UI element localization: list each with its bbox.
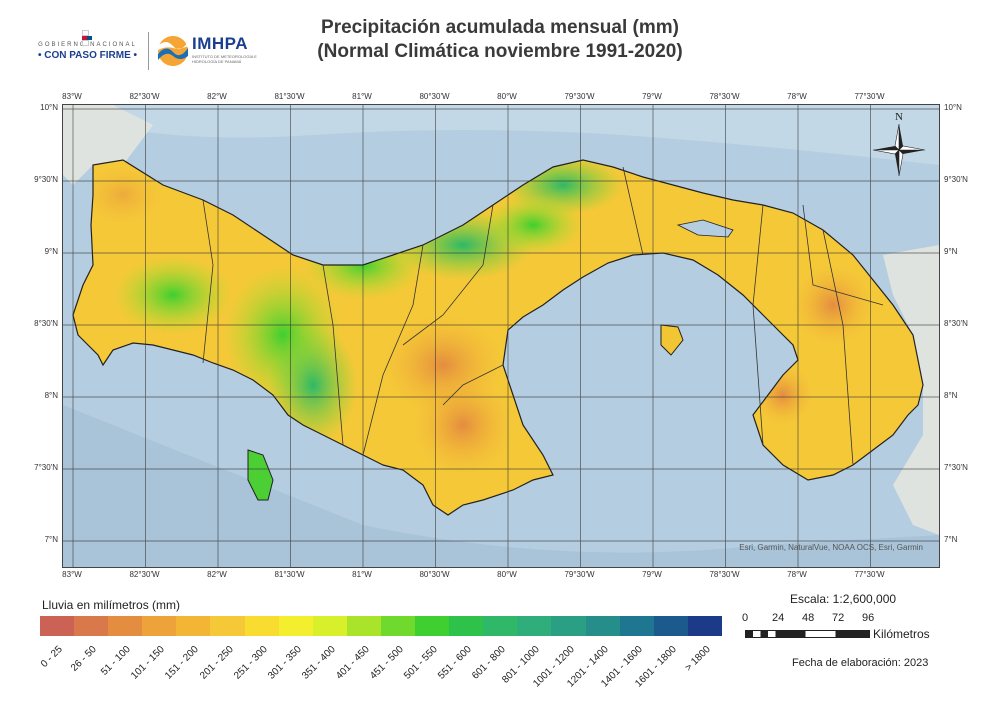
longitude-tick-label: 81°30'W [274, 570, 305, 579]
scale-number-0: 0 [742, 612, 749, 624]
latitude-tick-label: 9°N [44, 247, 58, 256]
latitude-tick-label: 10°N [40, 103, 58, 112]
caribbean-shelf [63, 105, 939, 165]
scale-number-24: 24 [772, 612, 785, 624]
legend-swatch [619, 616, 654, 636]
gobierno-nacional-logo: GOBIERNO NACIONAL • CON PASO FIRME • [30, 30, 145, 70]
legend-swatch [483, 616, 518, 636]
title-line-1: Precipitación acumulada mensual (mm) [321, 17, 679, 38]
legend-swatch [210, 616, 245, 636]
longitude-tick-label: 81°30'W [274, 92, 305, 101]
pacific-deep [63, 405, 939, 567]
scale-number-96: 96 [862, 612, 875, 624]
legend-swatch [449, 616, 484, 636]
longitude-tick-label: 78°30'W [709, 570, 740, 579]
latitude-tick-label: 8°30'N [944, 319, 968, 328]
imhpa-wave-icon [158, 36, 188, 66]
longitude-tick-label: 79°30'W [564, 570, 595, 579]
longitude-tick-label: 78°W [787, 92, 807, 101]
imhpa-name: IMHPA [192, 34, 249, 53]
costa-rica-land [63, 105, 153, 185]
longitude-tick-label: 77°30'W [854, 92, 885, 101]
scale-number-72: 72 [832, 612, 845, 624]
longitude-tick-label: 81°W [352, 570, 372, 579]
longitude-tick-label: 77°30'W [854, 570, 885, 579]
latitude-tick-label: 10°N [944, 103, 962, 112]
north-label: N [895, 111, 903, 123]
latitude-tick-label: 8°N [44, 391, 58, 400]
longitude-tick-label: 79°W [642, 92, 662, 101]
map-title: Precipitación acumulada mensual (mm) (No… [270, 16, 730, 64]
map-panel: N Esri, Garmin, NaturalVue, NOAA OCS, Es… [62, 104, 940, 568]
longitude-tick-label: 78°W [787, 570, 807, 579]
longitude-tick-label: 82°30'W [129, 92, 160, 101]
legend-color-bar [40, 616, 722, 636]
latitude-tick-label: 7°30'N [34, 463, 58, 472]
legend-swatch [415, 616, 450, 636]
legend-swatch [278, 616, 313, 636]
legend-labels: 0 - 25 26 - 50 51 - 100 101 - 150 151 - 200 2… [20, 640, 740, 700]
latitude-tick-label: 9°N [944, 247, 958, 256]
latitude-tick-label: 7°30'N [944, 463, 968, 472]
pearl-islands [660, 324, 684, 356]
latitude-tick-label: 9°30'N [34, 175, 58, 184]
title-line-2: (Normal Climática noviembre 1991-2020) [317, 41, 683, 62]
map-attribution: Esri, Garmin, NaturalVue, NOAA OCS, Esri… [739, 543, 923, 552]
scale-unit: Kilómetros [873, 627, 930, 641]
logo-divider [148, 32, 149, 70]
longitude-tick-label: 80°W [497, 570, 517, 579]
legend-swatch [551, 616, 586, 636]
scale-bar: 0 24 48 72 96 [742, 612, 945, 642]
legend-swatch [244, 616, 279, 636]
latitude-tick-label: 7°N [44, 535, 58, 544]
legend-swatch [346, 616, 381, 636]
longitude-tick-label: 82°30'W [129, 570, 160, 579]
legend-swatch [40, 616, 75, 636]
graticule [63, 105, 939, 567]
longitude-tick-label: 80°W [497, 92, 517, 101]
longitude-tick-label: 79°30'W [564, 92, 595, 101]
longitude-tick-label: 82°W [207, 570, 227, 579]
legend-swatch [585, 616, 620, 636]
legend-title: Lluvia en milímetros (mm) [42, 598, 181, 612]
scale-number-48: 48 [802, 612, 815, 624]
bayano-lake [676, 219, 734, 238]
longitude-tick-label: 79°W [642, 570, 662, 579]
longitude-tick-label: 81°W [352, 92, 372, 101]
gobierno-main-text: • CON PASO FIRME • [37, 50, 138, 61]
legend-swatch [653, 616, 688, 636]
latitude-tick-label: 7°N [944, 535, 958, 544]
latitude-tick-label: 9°30'N [944, 175, 968, 184]
map-canvas: N Esri, Garmin, NaturalVue, NOAA OCS, Es… [63, 105, 939, 567]
north-arrow: N [872, 111, 926, 177]
legend-swatch [142, 616, 177, 636]
imhpa-subtitle: INSTITUTO DE METEOROLOGÍA E HIDROLOGÍA D… [192, 54, 257, 64]
longitude-tick-label: 83°W [62, 570, 82, 579]
latitude-tick-label: 8°N [944, 391, 958, 400]
scale-bar-graphic [745, 630, 870, 638]
latitude-tick-label: 8°30'N [34, 319, 58, 328]
legend-swatch [380, 616, 416, 636]
panama-flag-icon [82, 30, 92, 46]
colombia-land [883, 245, 939, 535]
legend-swatch [108, 616, 143, 636]
legend-swatch [312, 616, 347, 636]
longitude-tick-label: 82°W [207, 92, 227, 101]
longitude-tick-label: 80°30'W [419, 92, 450, 101]
coiba-island [247, 449, 274, 501]
legend-swatch [74, 616, 109, 636]
longitude-tick-label: 83°W [62, 92, 82, 101]
scale-label: Escala: 1:2,600,000 [790, 592, 897, 606]
legend-swatch [517, 616, 552, 636]
imhpa-logo: IMHPA INSTITUTO DE METEOROLOGÍA E HIDROL… [156, 32, 266, 70]
longitude-tick-label: 80°30'W [419, 570, 450, 579]
elaboration-date: Fecha de elaboración: 2023 [792, 657, 929, 669]
longitude-tick-label: 78°30'W [709, 92, 740, 101]
legend-swatch [176, 616, 211, 636]
legend-swatch [687, 616, 722, 636]
